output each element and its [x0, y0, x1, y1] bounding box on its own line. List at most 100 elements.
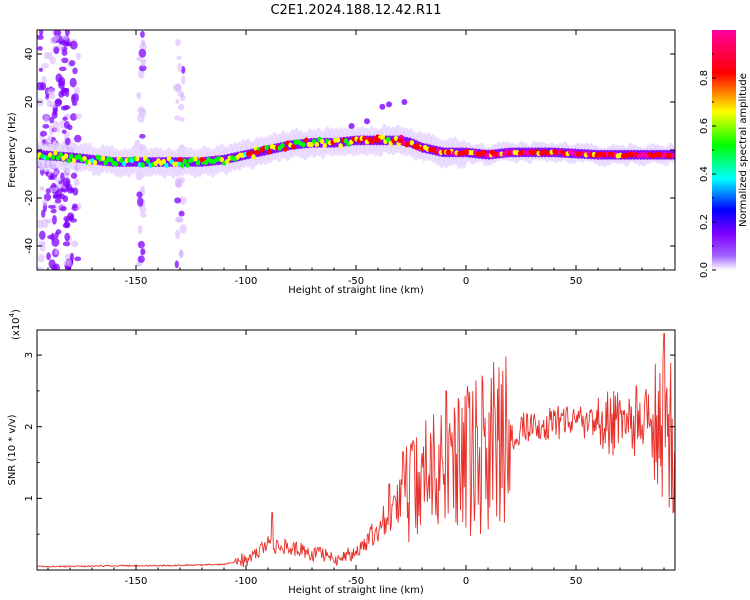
heatmap-peak-cell [397, 137, 403, 143]
heatmap-noise-cell [176, 55, 182, 60]
heatmap-noise-cell [69, 77, 77, 88]
heatmap-noise-cell [137, 255, 145, 263]
heatmap-noise-cell [136, 92, 142, 100]
heatmap-peak-cell [463, 149, 469, 155]
heatmap-noise-cell [71, 101, 78, 106]
heatmap-noise-cell [51, 111, 58, 119]
heatmap-noise-cell [51, 215, 57, 225]
heatmap-noise-cell [179, 196, 187, 205]
heatmap-noise-cell [58, 66, 67, 72]
snr-y-tick-label: 2 [24, 424, 35, 430]
heatmap-core-cell [301, 142, 306, 148]
heatmap-noise-cell [48, 175, 54, 181]
heatmap-core-cell [671, 152, 675, 159]
heatmap-noise-cell [37, 253, 45, 263]
figure-title: C2E1.2024.188.12.42.R11 [270, 3, 441, 18]
heatmap-noise-cell [49, 104, 57, 109]
heatmap-core-cell [140, 162, 145, 168]
heatmap-noise-cell [177, 63, 183, 72]
heatmap-noise-cell [69, 252, 74, 261]
colorbar-tick-label: 0.0 [699, 262, 710, 278]
heatmap-noise-cell [39, 186, 45, 192]
heatmap-noise-cell [64, 232, 71, 242]
heatmap-noise-cell [175, 39, 181, 47]
heatmap-noise-cell [58, 40, 67, 45]
heatmap-core-cell [164, 162, 169, 168]
colorbar-tick-label: 0.4 [699, 166, 710, 182]
snr-x-tick-label: -50 [348, 576, 364, 587]
heatmap-core-cell [280, 143, 285, 149]
heatmap-core-cell [135, 156, 140, 162]
heatmap-noise-cell [178, 250, 184, 256]
heatmap-noise-cell [61, 129, 67, 134]
heatmap-noise-cell [62, 116, 68, 121]
snr-scale-label: (x104) [8, 309, 22, 340]
heatmap-noise-cell [53, 46, 60, 55]
heatmap-noise-cell [68, 59, 76, 67]
heatmap-noise-cell [62, 87, 70, 92]
heatmap-noise-cell [67, 188, 75, 194]
heatmap-noise-cell [42, 123, 50, 129]
heatmap-peak-cell [480, 149, 487, 155]
heatmap-core-cell [282, 146, 288, 152]
heatmap-core-cell [55, 155, 61, 161]
heatmap-noise-cell [61, 57, 69, 64]
colorbar-tick-label: 0.8 [699, 70, 710, 86]
heatmap-noise-cell [67, 124, 73, 131]
heatmap-noise-cell [181, 75, 186, 85]
heatmap-core-cell [82, 156, 87, 162]
heatmap-noise-cell [174, 83, 182, 92]
heatmap-peak-cell [199, 157, 205, 163]
spectrogram-panel: -150 -100 -50 0 50 -40 -20 0 20 40 Height of str… [7, 29, 676, 296]
heatmap-core-cell [100, 155, 106, 161]
heatmap-peak-cell [595, 152, 601, 158]
heatmap-peak-cell [414, 145, 421, 151]
snr-scale-prefix: (x10 [11, 317, 22, 340]
spectrogram-y-axis-label: Frequency (Hz) [7, 112, 18, 188]
snr-x-ticks: -150 -100 -50 0 50 [47, 330, 665, 587]
heatmap-noise-cell [50, 208, 57, 214]
heatmap-noise-cell [68, 214, 74, 221]
heatmap-core-cell [119, 157, 124, 163]
heatmap-noise-cell [65, 137, 71, 146]
heatmap-noise-cell [64, 30, 70, 37]
heatmap-noise-cell [140, 39, 146, 48]
heatmap-noise-cell [48, 204, 56, 209]
heatmap-noise-cell [54, 248, 59, 256]
colorbar: 0.0 0.2 0.4 0.6 0.8 Normalized spectral ampl… [699, 30, 749, 278]
heatmap-core-cell [362, 135, 367, 141]
heatmap-core-cell [92, 160, 98, 166]
heatmap-noise-cell [46, 97, 51, 107]
heatmap-excursion-cell [379, 103, 386, 110]
heatmap-noise-cell [73, 134, 82, 143]
heatmap-core-cell [161, 158, 166, 165]
heatmap-noise-cell [63, 259, 70, 267]
heatmap-noise-cell [136, 261, 141, 268]
spectrogram-y-tick-label: 20 [24, 96, 35, 109]
heatmap-noise-cell [175, 229, 181, 240]
heatmap-noise-cell [175, 99, 180, 104]
colorbar-label: Normalized spectral amplitude [738, 73, 749, 227]
heatmap-noise-cell [139, 204, 147, 215]
heatmap-noise-cell [136, 191, 143, 198]
heatmap-noise-cell [181, 65, 186, 74]
heatmap-noise-cell [37, 34, 44, 40]
heatmap-noise-cell [37, 219, 44, 229]
heatmap-noise-cell [140, 60, 146, 67]
spectrogram-y-tick-label: 40 [24, 48, 35, 61]
heatmap-noise-cell [60, 206, 67, 211]
heatmap-noise-cell [51, 237, 60, 247]
spectrogram-x-tick-label: -150 [125, 276, 148, 287]
snr-plot-area [37, 330, 675, 570]
heatmap-noise-cell [75, 52, 81, 60]
heatmap-noise-cell [62, 177, 71, 188]
heatmap-noise-cell [43, 52, 49, 59]
heatmap-core-cell [50, 154, 56, 160]
heatmap-noise-cell [136, 56, 142, 62]
heatmap-noise-cell [43, 113, 50, 124]
heatmap-core-cell [335, 137, 341, 143]
heatmap-noise-cell [59, 193, 66, 200]
snr-x-tick-label: -100 [235, 576, 258, 587]
heatmap-core-cell [267, 149, 272, 155]
heatmap-noise-cell [53, 170, 59, 176]
